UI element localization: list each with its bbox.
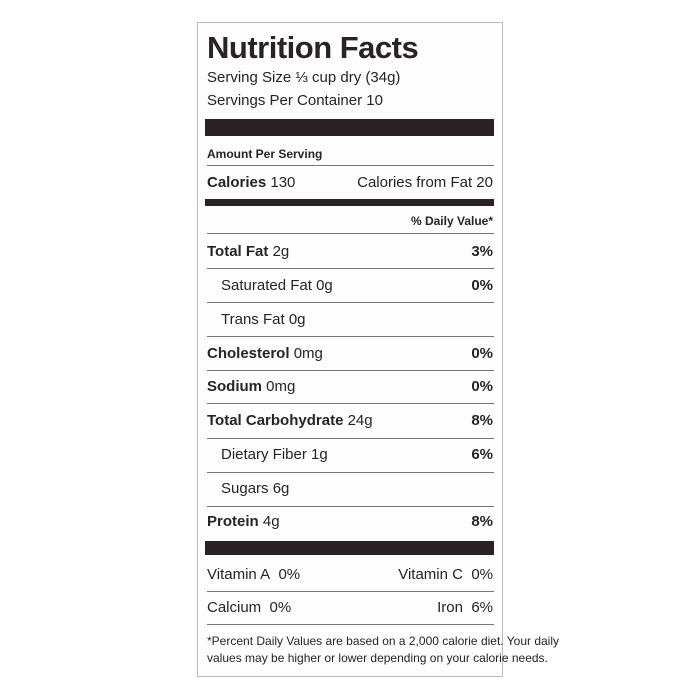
nutrient-name: Dietary Fiber [221,446,307,463]
calories-row: Calories 130 Calories from Fat 20 [207,173,493,193]
rule [207,591,494,592]
rule [207,624,494,625]
rule [207,302,494,303]
medium-bar [205,199,494,206]
nutrient-amount: 0g [288,311,306,328]
footnote-line: values may be higher or lower depending … [207,651,548,665]
rule [207,165,494,166]
nutrient-amount: 6g [272,480,290,497]
label-title: Nutrition Facts [207,30,419,65]
footnote: *Percent Daily Values are based on a 2,0… [207,631,559,651]
nutrient-name: Protein [207,513,259,530]
nutrient-row: Sugars 6g [221,479,493,499]
footnote-line: *Percent Daily Values are based on a 2,0… [207,634,560,648]
vitamin-dv: 6% [471,599,493,616]
nutrient-amount: 24g [347,412,373,429]
thick-bar [205,541,494,555]
nutrient-amount: 2g [272,243,290,260]
nutrient-row: Protein 4g 8% [207,512,493,532]
nutrient-amount: 0mg [293,345,323,362]
serving-size: Serving Size ⅓ cup dry (34g) [207,68,493,88]
thick-bar [205,119,494,136]
nutrient-row: Total Fat 2g 3% [207,242,493,262]
vitamin-dv: 0% [269,599,292,616]
rule [207,472,494,473]
nutrient-dv: 6% [471,446,493,463]
vitamin-name: Vitamin A [207,566,271,583]
servings-per-container: Servings Per Container 10 [207,91,493,111]
nutrient-row: Total Carbohydrate 24g 8% [207,411,493,431]
nutrient-row: Sodium 0mg 0% [207,377,493,397]
nutrient-dv: 0% [471,345,493,362]
nutrient-dv: 8% [471,412,493,429]
nutrient-row: Cholesterol 0mg 0% [207,344,493,364]
nutrient-name: Sodium [207,378,262,395]
amount-per-serving: Amount Per Serving [207,144,493,164]
vitamin-name: Calcium [207,599,262,616]
nutrient-name: Saturated Fat [221,277,312,294]
rule [207,370,494,371]
nutrient-name: Trans Fat [221,311,285,328]
amount-text: Amount Per Serving [207,147,323,161]
nutrient-amount: 0g [316,277,333,294]
nutrient-dv: 0% [471,378,493,395]
nutrient-name: Total Carbohydrate [207,412,344,429]
calories-from-fat: Calories from Fat 20 [357,174,493,191]
daily-value-header: % Daily Value* [207,211,493,231]
footnote: values may be higher or lower depending … [207,648,548,668]
vitamin-dv: 0% [278,566,301,583]
nutrient-amount: 1g [311,446,328,463]
nutrient-name: Sugars [221,480,269,497]
nutrient-dv: 3% [471,243,493,260]
nutrient-row: Saturated Fat 0g 0% [221,276,493,296]
nutrient-amount: 0mg [266,378,296,395]
nutrient-dv: 0% [471,277,493,294]
rule [207,336,494,337]
vitamin-row: Vitamin A 0% Vitamin C 0% [207,565,493,585]
rule [207,403,494,404]
rule [207,268,494,269]
serving-size-text: Serving Size ⅓ cup dry (34g) [207,69,401,86]
calories-amount: 130 [270,174,296,191]
nutrient-amount: 4g [262,513,280,530]
nutrient-name: Cholesterol [207,345,290,362]
servings-text: Servings Per Container 10 [207,92,383,109]
vitamin-row: Calcium 0% Iron 6% [207,598,493,618]
vitamin-name: Iron [437,599,463,616]
rule [207,506,494,507]
vitamin-name: Vitamin C [398,566,463,583]
calories-name: Calories [207,174,267,191]
nutrient-row: Dietary Fiber 1g 6% [221,445,493,465]
nutrient-name: Total Fat [207,243,269,260]
dv-header-text: % Daily Value* [410,214,493,228]
rule [207,438,494,439]
vitamin-dv: 0% [471,566,493,583]
nutrient-dv: 8% [471,513,493,530]
rule [207,233,494,234]
nutrient-row: Trans Fat 0g [221,310,493,330]
